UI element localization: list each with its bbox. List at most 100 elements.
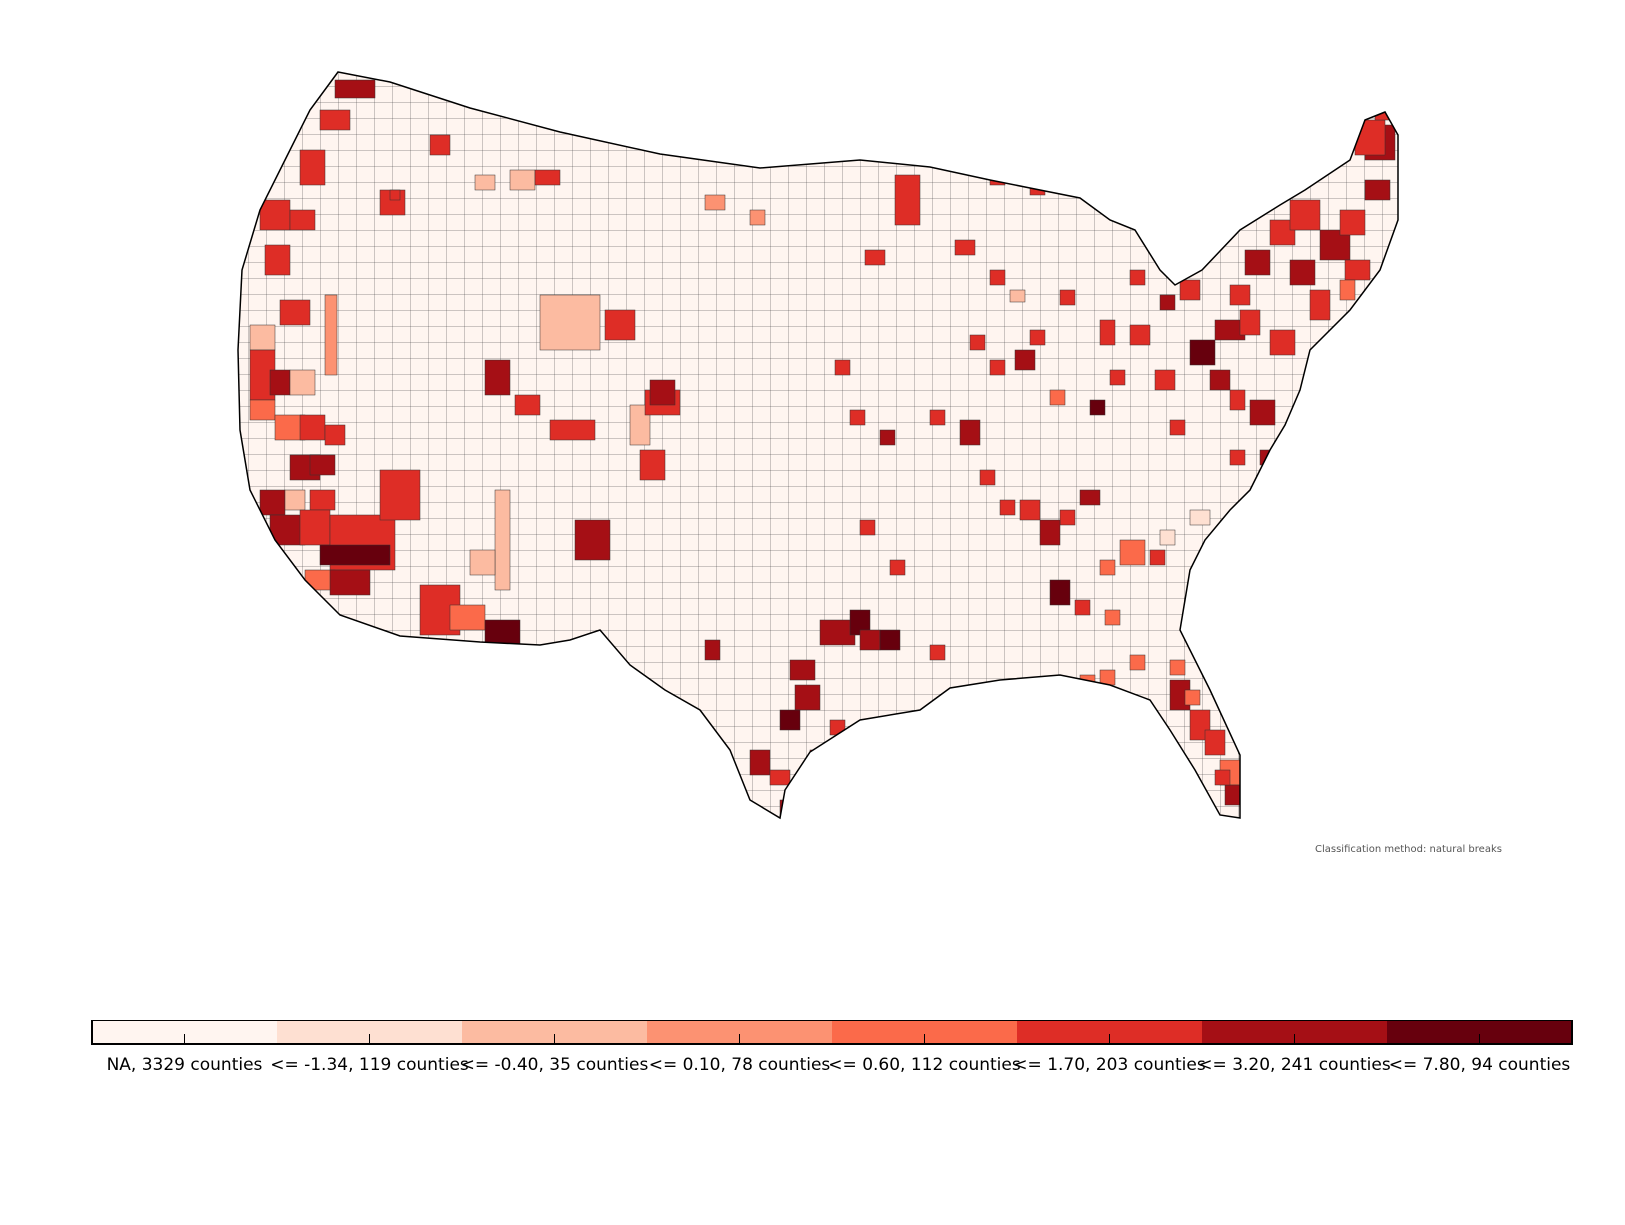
county-cluster	[849, 409, 866, 426]
county-cluster	[324, 424, 346, 446]
county-cluster	[1169, 419, 1186, 436]
county-cluster	[1339, 279, 1356, 301]
county-cluster	[954, 239, 976, 256]
county-cluster	[389, 189, 401, 201]
county-cluster	[1229, 449, 1246, 466]
county-borders	[238, 72, 1398, 818]
county-cluster	[639, 449, 666, 481]
county-cluster	[299, 414, 326, 441]
county-cluster	[269, 369, 291, 396]
county-cluster	[1149, 549, 1166, 566]
county-cluster	[539, 294, 601, 351]
county-cluster	[859, 519, 876, 536]
county-cluster	[1339, 209, 1366, 236]
county-cluster	[289, 209, 316, 231]
county-cluster	[1364, 179, 1391, 201]
county-cluster	[1249, 489, 1271, 511]
county-cluster	[1229, 389, 1246, 411]
legend-label-0: NA, 3329 counties	[107, 1055, 263, 1075]
county-cluster	[1089, 399, 1106, 416]
county-cluster	[259, 199, 291, 231]
county-cluster	[1079, 489, 1101, 506]
county-cluster	[514, 394, 541, 416]
county-cluster	[704, 194, 726, 211]
county-cluster	[1029, 679, 1061, 706]
county-cluster	[1109, 369, 1126, 386]
county-cluster	[864, 249, 886, 266]
county-cluster	[329, 569, 371, 596]
county-cluster	[1179, 279, 1201, 301]
county-cluster	[749, 209, 766, 226]
county-cluster	[1269, 329, 1296, 356]
county-cluster	[449, 604, 486, 631]
county-cluster	[1209, 369, 1231, 391]
county-cluster	[1229, 519, 1246, 536]
classification-note: Classification method: natural breaks	[1315, 844, 1502, 855]
county-cluster	[749, 749, 771, 776]
county-cluster	[989, 269, 1006, 286]
legend: NA, 3329 counties <= -1.34, 119 counties <…	[0, 1020, 1625, 1110]
county-cluster	[1229, 284, 1251, 306]
county-cluster	[1129, 654, 1146, 671]
county-cluster	[1049, 389, 1066, 406]
county-cluster	[879, 429, 896, 446]
county-cluster	[1059, 289, 1076, 306]
county-cluster	[1169, 659, 1186, 676]
county-cluster	[549, 419, 596, 441]
county-cluster	[1074, 599, 1091, 616]
county-cluster	[994, 699, 1016, 721]
county-cluster	[1204, 729, 1226, 756]
county-cluster	[1079, 674, 1096, 691]
county-cluster	[299, 149, 326, 186]
county-layer	[238, 72, 1398, 818]
county-cluster	[1029, 179, 1046, 196]
county-cluster	[1189, 339, 1216, 366]
county-cluster	[309, 489, 336, 511]
county-cluster	[889, 559, 906, 576]
county-cluster	[259, 489, 286, 516]
county-cluster	[789, 659, 816, 681]
county-cluster	[1224, 784, 1241, 806]
county-cluster	[1199, 569, 1221, 591]
county-cluster	[509, 169, 536, 191]
county-cluster	[704, 639, 721, 661]
county-cluster	[334, 79, 376, 99]
county-cluster	[1099, 559, 1116, 576]
county-cluster	[819, 619, 856, 646]
county-cluster	[1014, 349, 1036, 371]
county-cluster	[829, 719, 846, 736]
county-cluster	[1129, 199, 1141, 216]
county-cluster	[859, 629, 881, 651]
county-cluster	[534, 169, 561, 186]
county-cluster	[979, 469, 996, 486]
county-cluster	[959, 419, 981, 446]
county-cluster	[1189, 509, 1211, 526]
county-cluster	[284, 489, 306, 511]
county-cluster	[264, 244, 291, 276]
county-cluster	[1239, 309, 1261, 336]
county-cluster	[279, 299, 311, 326]
legend-label-1: <= -1.34, 119 counties	[270, 1055, 469, 1075]
county-cluster	[1104, 609, 1121, 626]
county-cluster	[649, 379, 676, 406]
county-cluster	[929, 409, 946, 426]
county-cluster	[894, 174, 921, 226]
county-cluster	[999, 499, 1016, 516]
county-cluster	[969, 689, 991, 711]
county-cluster	[1244, 249, 1271, 276]
county-cluster	[879, 629, 901, 651]
legend-label-2: <= -0.40, 35 counties	[461, 1055, 649, 1075]
county-cluster	[1154, 369, 1176, 391]
county-cluster	[1309, 289, 1331, 321]
county-cluster	[319, 544, 391, 566]
legend-label-5: <= 1.70, 203 counties	[1013, 1055, 1206, 1075]
legend-frame	[91, 1020, 1573, 1045]
county-cluster	[1099, 319, 1116, 346]
county-cluster	[379, 469, 421, 521]
legend-colorbar: NA, 3329 counties <= -1.34, 119 counties<…	[91, 1020, 1573, 1075]
county-cluster	[309, 454, 336, 476]
county-cluster	[1249, 399, 1276, 426]
county-cluster	[1259, 449, 1276, 466]
county-cluster	[809, 749, 826, 766]
county-cluster	[1019, 499, 1041, 521]
